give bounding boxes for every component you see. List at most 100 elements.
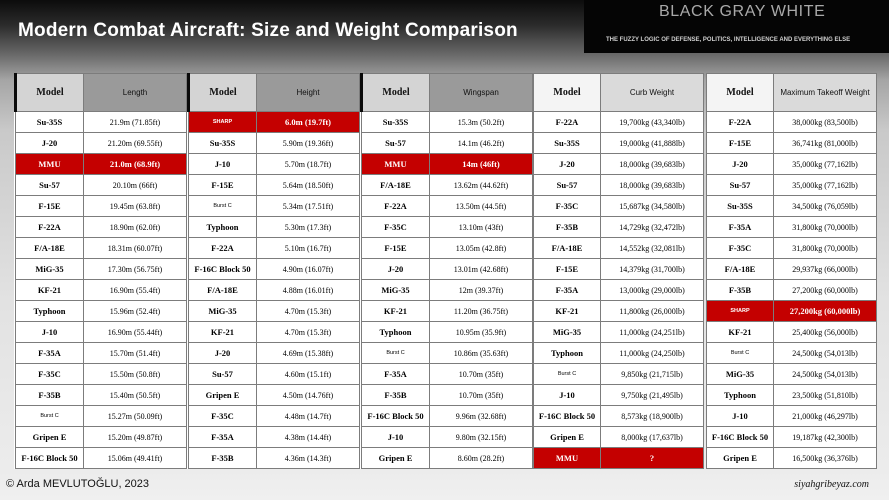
metric-value-cell: 6.0m (19.7ft) <box>256 111 360 133</box>
aircraft-model-cell: F-15E <box>361 237 430 259</box>
metric-value-cell: 11,800kg (26,000lb) <box>600 300 704 322</box>
aircraft-model-cell: Burst C <box>706 342 774 364</box>
aircraft-model-cell: KF-21 <box>533 300 601 322</box>
aircraft-model-cell: MMU <box>361 153 430 175</box>
metric-column-header: Length <box>83 73 187 112</box>
metric-column-header: Maximum Takeoff Weight <box>773 73 877 112</box>
aircraft-model-cell: Gripen E <box>188 384 257 406</box>
table-row: Su-35S 21.9m (71.85ft) <box>15 111 187 133</box>
table-row: F-35B 15.40m (50.5ft) <box>15 384 187 406</box>
website-text: siyahgribeyaz.com <box>794 479 869 490</box>
aircraft-model-cell: F-15E <box>533 258 601 280</box>
metric-value-cell: 11.20m (36.75ft) <box>429 300 533 322</box>
aircraft-model-cell: Su-35S <box>188 132 257 154</box>
table-row: F-15E 13.05m (42.8ft) <box>361 237 533 259</box>
brand-banner <box>584 0 889 53</box>
metric-value-cell: 10.70m (35ft) <box>429 363 533 385</box>
aircraft-model-cell: F-35C <box>533 195 601 217</box>
aircraft-model-cell: Su-57 <box>533 174 601 196</box>
aircraft-model-cell: Gripen E <box>361 447 430 469</box>
table-row: Typhoon 10.95m (35.9ft) <box>361 321 533 343</box>
length-table: Model Length Su-35S 21.9m (71.85ft) J-20 21.2… <box>14 73 187 469</box>
table-row: MMU? <box>533 447 704 469</box>
table-row: J-20 35,000kg (77,162lb) <box>706 153 877 175</box>
table-row: Su-57 35,000kg (77,162lb) <box>706 174 877 196</box>
aircraft-model-cell: Su-57 <box>706 174 774 196</box>
aircraft-model-cell: Gripen E <box>15 426 84 448</box>
metric-value-cell: 14,379kg (31,700lb) <box>600 258 704 280</box>
table-row: MiG-35 17.30m (56.75ft) <box>15 258 187 280</box>
table-row: F-35A 4.38m (14.4ft) <box>188 426 360 448</box>
table-row: Burst C 10.86m (35.63ft) <box>361 342 533 364</box>
table-row: F-22A 38,000kg (83,500lb) <box>706 111 877 133</box>
metric-value-cell: 25,400kg (56,000lb) <box>773 321 877 343</box>
table-row: Burst C 5.34m (17.51ft) <box>188 195 360 217</box>
metric-value-cell: 13.62m (44.62ft) <box>429 174 533 196</box>
aircraft-model-cell: Su-35S <box>706 195 774 217</box>
table-row: F-22A 18.90m (62.0ft) <box>15 216 187 238</box>
table-row: Typhoon 23,500kg (51,810lb) <box>706 384 877 406</box>
aircraft-model-cell: J-10 <box>361 426 430 448</box>
table-row: KF-21 11,800kg (26,000lb) <box>533 300 704 322</box>
metric-value-cell: 4.36m (14.3ft) <box>256 447 360 469</box>
aircraft-model-cell: J-20 <box>533 153 601 175</box>
table-row: MiG-35 11,000kg (24,251lb) <box>533 321 704 343</box>
aircraft-model-cell: F-35B <box>361 384 430 406</box>
metric-value-cell: 4.50m (14.76ft) <box>256 384 360 406</box>
table-row: Su-35S 5.90m (19.36ft) <box>188 132 360 154</box>
aircraft-model-cell: Burst C <box>533 363 601 385</box>
table-row: F-16C Block 50 8,573kg (18,900lb) <box>533 405 704 427</box>
metric-value-cell: 10.95m (35.9ft) <box>429 321 533 343</box>
table-row: F-15E 36,741kg (81,000lb) <box>706 132 877 154</box>
metric-value-cell: 16.90m (55.44ft) <box>83 321 187 343</box>
aircraft-model-cell: F-15E <box>706 132 774 154</box>
metric-value-cell: 16.90m (55.4ft) <box>83 279 187 301</box>
wingspan-table: Model Wingspan Su-35S 15.3m (50.2ft) Su-57 14… <box>360 73 533 469</box>
aircraft-model-cell: Burst C <box>15 405 84 427</box>
aircraft-model-cell: MiG-35 <box>361 279 430 301</box>
model-column-header: Model <box>706 73 774 112</box>
aircraft-model-cell: F-16C Block 50 <box>361 405 430 427</box>
table-row: F-35A 31,800kg (70,000lb) <box>706 216 877 238</box>
table-header-row: Model Wingspan <box>360 73 533 112</box>
aircraft-model-cell: F-35A <box>15 342 84 364</box>
table-row: Su-35S 19,000kg (41,888lb) <box>533 132 704 154</box>
aircraft-model-cell: Su-57 <box>15 174 84 196</box>
metric-value-cell: 27,200kg (60,000lb) <box>773 279 877 301</box>
aircraft-model-cell: F-35A <box>706 216 774 238</box>
aircraft-model-cell: Su-35S <box>15 111 84 133</box>
aircraft-model-cell: Typhoon <box>361 321 430 343</box>
metric-value-cell: 4.38m (14.4ft) <box>256 426 360 448</box>
metric-value-cell: 10.86m (35.63ft) <box>429 342 533 364</box>
aircraft-model-cell: Burst C <box>361 342 430 364</box>
aircraft-model-cell: F-15E <box>15 195 84 217</box>
aircraft-model-cell: F-22A <box>706 111 774 133</box>
table-row: KF-21 11.20m (36.75ft) <box>361 300 533 322</box>
metric-value-cell: 10.70m (35ft) <box>429 384 533 406</box>
metric-value-cell: 13.01m (42.68ft) <box>429 258 533 280</box>
table-row: F-35C 4.48m (14.7ft) <box>188 405 360 427</box>
metric-value-cell: 5.70m (18.7ft) <box>256 153 360 175</box>
metric-value-cell: 29,937kg (66,000lb) <box>773 258 877 280</box>
metric-column-header: Curb Weight <box>600 73 704 112</box>
aircraft-model-cell: KF-21 <box>361 300 430 322</box>
table-row: Su-57 18,000kg (39,683lb) <box>533 174 704 196</box>
table-row: F-15E 19.45m (63.8ft) <box>15 195 187 217</box>
metric-value-cell: 27,200kg (60,000lb) <box>773 300 877 322</box>
table-row: Gripen E 15.20m (49.87ft) <box>15 426 187 448</box>
aircraft-model-cell: F-35A <box>361 363 430 385</box>
aircraft-model-cell: F-16C Block 50 <box>706 426 774 448</box>
table-row: J-10 9.80m (32.15ft) <box>361 426 533 448</box>
metric-value-cell: 15.96m (52.4ft) <box>83 300 187 322</box>
table-row: J-20 21.20m (69.55ft) <box>15 132 187 154</box>
aircraft-model-cell: Gripen E <box>706 447 774 469</box>
metric-value-cell: 15.3m (50.2ft) <box>429 111 533 133</box>
table-row: F-16C Block 50 4.90m (16.07ft) <box>188 258 360 280</box>
aircraft-model-cell: J-20 <box>706 153 774 175</box>
curb-weight-table: Model Curb Weight F-22A 19,700kg (43,340lb)… <box>533 73 704 469</box>
metric-value-cell: 4.88m (16.01ft) <box>256 279 360 301</box>
aircraft-model-cell: F-16C Block 50 <box>533 405 601 427</box>
aircraft-model-cell: J-10 <box>706 405 774 427</box>
aircraft-model-cell: F-35B <box>706 279 774 301</box>
table-row: Su-35S 15.3m (50.2ft) <box>361 111 533 133</box>
